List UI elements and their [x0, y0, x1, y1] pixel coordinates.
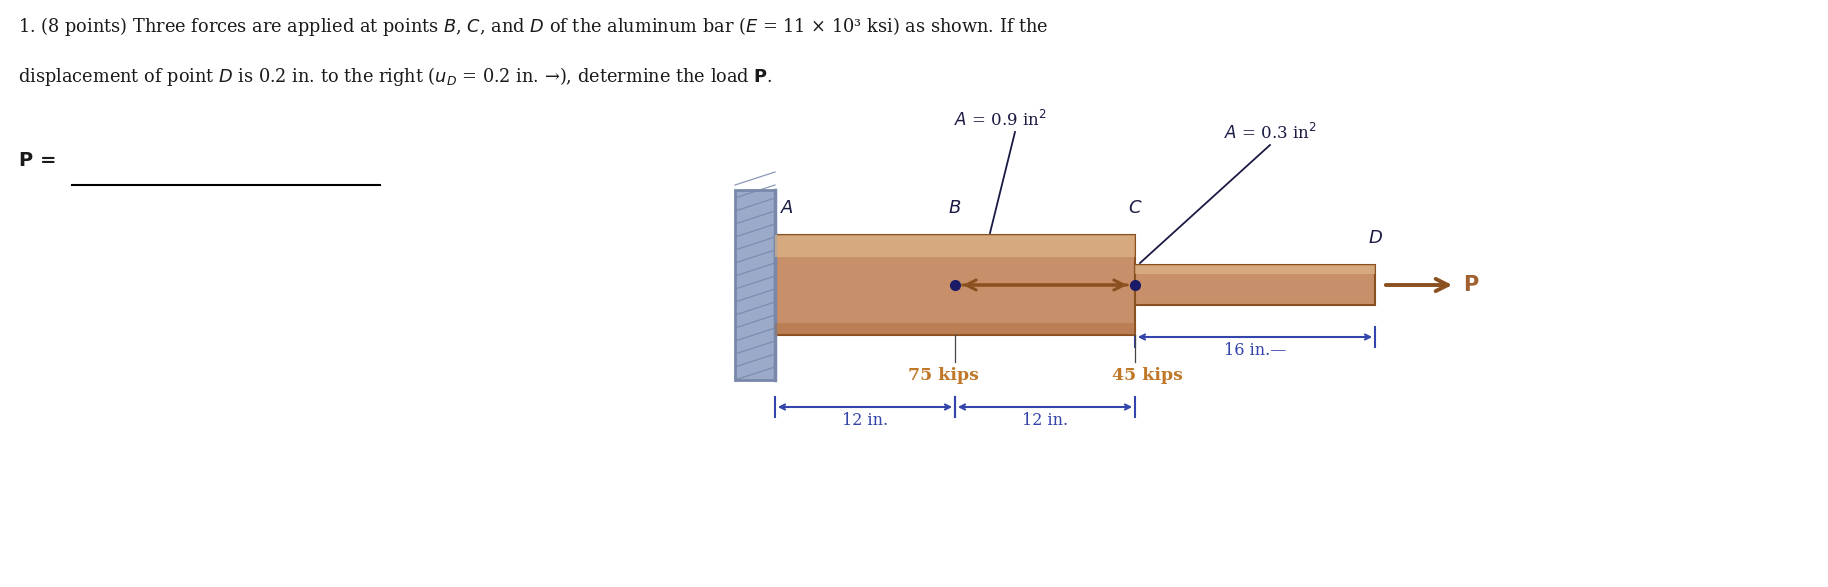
Text: 1. (8 points) Three forces are applied at points $B$, $C$, and $D$ of the alumin: 1. (8 points) Three forces are applied a… — [18, 15, 1049, 38]
Bar — [735, 190, 775, 380]
Text: $C$: $C$ — [1128, 199, 1142, 217]
Bar — [1135, 265, 1375, 305]
Text: 12 in.: 12 in. — [843, 412, 888, 429]
Text: 12 in.: 12 in. — [1022, 412, 1068, 429]
Text: 45 kips: 45 kips — [1111, 367, 1183, 384]
Text: displacement of point $D$ is 0.2 in. to the right ($u_D$ = 0.2 in. →), determine: displacement of point $D$ is 0.2 in. to … — [18, 65, 773, 88]
Bar — [1135, 265, 1375, 274]
Text: $\mathbf{P}$: $\mathbf{P}$ — [1462, 275, 1479, 295]
Text: $A$ = 0.9 in$^2$: $A$ = 0.9 in$^2$ — [954, 110, 1046, 130]
Text: $D$: $D$ — [1367, 229, 1382, 247]
Bar — [775, 235, 1135, 257]
Text: $A$: $A$ — [781, 199, 793, 217]
Bar — [775, 323, 1135, 335]
Text: 16 in.—: 16 in.— — [1223, 342, 1287, 359]
Bar — [775, 235, 1135, 335]
Text: $\mathbf{P}$ =: $\mathbf{P}$ = — [18, 152, 55, 170]
Text: 75 kips: 75 kips — [907, 367, 978, 384]
Text: $A$ = 0.3 in$^2$: $A$ = 0.3 in$^2$ — [1223, 123, 1316, 143]
Text: $B$: $B$ — [949, 199, 962, 217]
